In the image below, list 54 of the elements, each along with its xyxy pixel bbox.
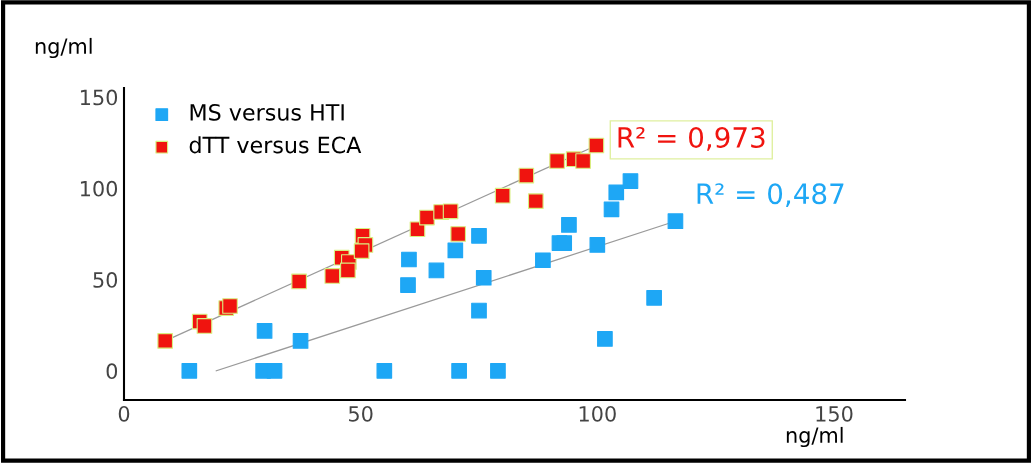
- point: [181, 362, 198, 379]
- y-tick-label: 150: [80, 89, 118, 106]
- point: [400, 277, 416, 293]
- point: [447, 242, 464, 259]
- point: [589, 237, 606, 253]
- point: [376, 362, 393, 379]
- point: [556, 235, 573, 251]
- x-tick-label: 100: [579, 405, 616, 422]
- point: [292, 333, 309, 349]
- x-tick-label: 0: [118, 405, 130, 422]
- point: [518, 167, 535, 184]
- point: [667, 213, 684, 230]
- point: [549, 153, 565, 169]
- point: [588, 137, 605, 154]
- point: [428, 262, 445, 279]
- point: [256, 323, 273, 339]
- point: [450, 226, 467, 242]
- point: [340, 262, 356, 279]
- legend-label: dTT versus ECA: [189, 136, 362, 154]
- point: [196, 318, 213, 334]
- point: [353, 243, 370, 259]
- point: [494, 187, 511, 204]
- point: [475, 269, 492, 286]
- x-axis-title: ng/ml: [786, 426, 843, 448]
- point: [442, 203, 459, 220]
- point: [266, 362, 283, 379]
- x-tick-label: 150: [816, 405, 853, 422]
- legend-label: MS versus HTI: [190, 103, 344, 121]
- point: [471, 227, 487, 244]
- annotation: R² = 0,973: [618, 126, 765, 151]
- point: [622, 173, 639, 189]
- y-tick-label: 0: [106, 363, 118, 380]
- point: [535, 252, 551, 269]
- y-tick-label: 50: [93, 272, 118, 288]
- annotation: R² = 0,487: [697, 183, 844, 208]
- point: [419, 209, 435, 226]
- point: [575, 153, 591, 169]
- point: [324, 268, 341, 284]
- point: [608, 184, 625, 201]
- point: [157, 333, 174, 349]
- y-axis-title: ng/ml: [35, 37, 92, 59]
- y-tick-label: 100: [80, 180, 118, 197]
- point: [527, 193, 544, 209]
- point: [471, 302, 487, 319]
- point: [561, 217, 577, 233]
- x-tick-label: 50: [349, 405, 373, 422]
- point: [603, 201, 620, 218]
- point: [451, 362, 467, 379]
- point: [597, 331, 613, 347]
- point: [291, 273, 307, 290]
- point: [222, 298, 238, 314]
- point: [401, 251, 417, 268]
- point: [490, 362, 506, 379]
- point: [646, 289, 662, 306]
